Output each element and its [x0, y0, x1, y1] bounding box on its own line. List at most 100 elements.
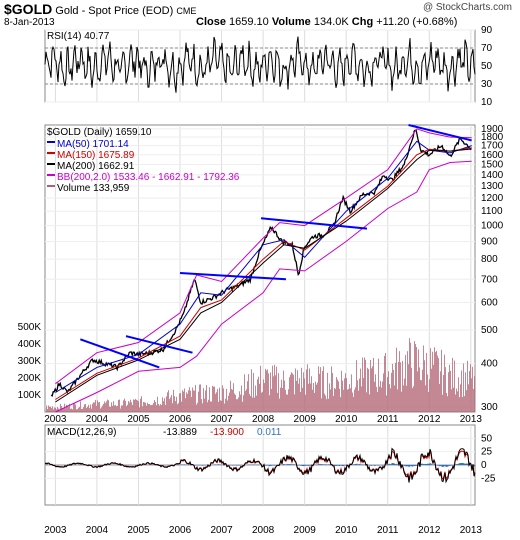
volume-bar [175, 401, 176, 412]
volume-bar [131, 402, 132, 412]
volume-bar [63, 408, 64, 412]
volume-bar [76, 409, 77, 412]
volume-bar [467, 360, 468, 412]
volume-bar [453, 387, 454, 412]
volume-bar [185, 398, 186, 412]
volume-bar [443, 374, 444, 412]
volume-bar [381, 387, 382, 412]
price-tick-label: 500 [481, 325, 498, 336]
volume-bar [172, 403, 173, 412]
volume-bar [432, 351, 433, 412]
volume-bar [154, 400, 155, 412]
volume-tick-label: 100K [18, 390, 42, 401]
volume-bar [46, 405, 47, 412]
volume-bar [182, 390, 183, 412]
volume-bar [215, 393, 216, 412]
volume-bar [304, 378, 305, 412]
legend-swatch [47, 141, 55, 143]
volume-bar [424, 360, 425, 412]
volume-bar [244, 374, 245, 412]
volume-bar [350, 388, 351, 412]
volume-bar [293, 374, 294, 412]
volume-bar [384, 355, 385, 412]
price-tick-label: 1800 [481, 132, 504, 143]
volume-bar [212, 385, 213, 412]
series-ma-200- [55, 148, 472, 403]
volume-bar [450, 370, 451, 412]
volume-bar [371, 368, 372, 412]
volume-bar [88, 404, 89, 412]
legend-entry: MA(50) 1701.14 [57, 139, 129, 150]
chg-label: Chg [351, 16, 374, 28]
volume-bar [237, 399, 238, 412]
volume-bar [134, 399, 135, 412]
volume-bar [96, 405, 97, 412]
macd-title: MACD(12,26,9) [47, 427, 116, 438]
volume-bar [317, 382, 318, 412]
volume-bar [269, 395, 270, 412]
volume-bar [310, 383, 311, 412]
volume-bar [125, 400, 126, 412]
volume-bar [118, 399, 119, 412]
volume-bar [301, 367, 302, 412]
volume-bar [65, 408, 66, 412]
volume-bar [326, 399, 327, 412]
watermark: @ StockCharts.com [422, 2, 512, 13]
volume-bar [254, 397, 255, 412]
volume-bar [341, 370, 342, 412]
rsi-tick-label: 30 [481, 79, 493, 90]
volume-bar [195, 385, 196, 412]
volume-bar [431, 368, 432, 412]
price-tick-label: 1200 [481, 193, 504, 204]
volume-bar [333, 395, 334, 412]
volume-bar [311, 376, 312, 412]
volume-bar [189, 387, 190, 412]
volume-bar [473, 388, 474, 412]
volume-bar [457, 391, 458, 412]
volume-bar [356, 360, 357, 412]
volume-bar [140, 398, 141, 412]
volume-bar [255, 385, 256, 412]
volume-bar [111, 402, 112, 412]
volume-bar [79, 406, 80, 412]
volume-bar [162, 397, 163, 412]
volume-bar [104, 401, 105, 412]
volume-bar [49, 406, 50, 412]
volume-bar [100, 408, 101, 412]
trendline [179, 271, 287, 281]
volume-bar [464, 396, 465, 412]
volume-bar [284, 380, 285, 412]
volume-bar [113, 401, 114, 412]
volume-bar [183, 391, 184, 412]
volume-bar [353, 396, 354, 412]
volume-bar [188, 390, 189, 412]
volume-bar [152, 404, 153, 412]
volume-bar [407, 351, 408, 412]
volume-bar [51, 408, 52, 412]
volume-bar [378, 358, 379, 412]
volume-bar [229, 392, 230, 412]
volume-bar [276, 366, 277, 412]
volume-tick-label: 400K [18, 339, 42, 350]
volume-bar [272, 365, 273, 412]
volume-bar [137, 400, 138, 412]
trendline [408, 124, 472, 142]
volume-bar [179, 393, 180, 412]
volume-bar [414, 341, 415, 412]
series-bb-lower [55, 160, 472, 413]
volume-bar [169, 399, 170, 412]
volume-bar [295, 368, 296, 412]
volume-bar [264, 383, 265, 412]
x-tick-label: 2011 [377, 414, 399, 425]
volume-bar [273, 376, 274, 412]
price-tick-label: 900 [481, 236, 498, 247]
volume-bar [348, 388, 349, 412]
volume-bar [206, 385, 207, 412]
volume-bar [429, 379, 430, 412]
volume-bar [369, 394, 370, 412]
volume-bar [55, 407, 56, 412]
volume-bar [97, 400, 98, 412]
legend-swatch [47, 185, 55, 187]
volume-tick-label: 300K [18, 356, 42, 367]
volume-bar [425, 385, 426, 412]
